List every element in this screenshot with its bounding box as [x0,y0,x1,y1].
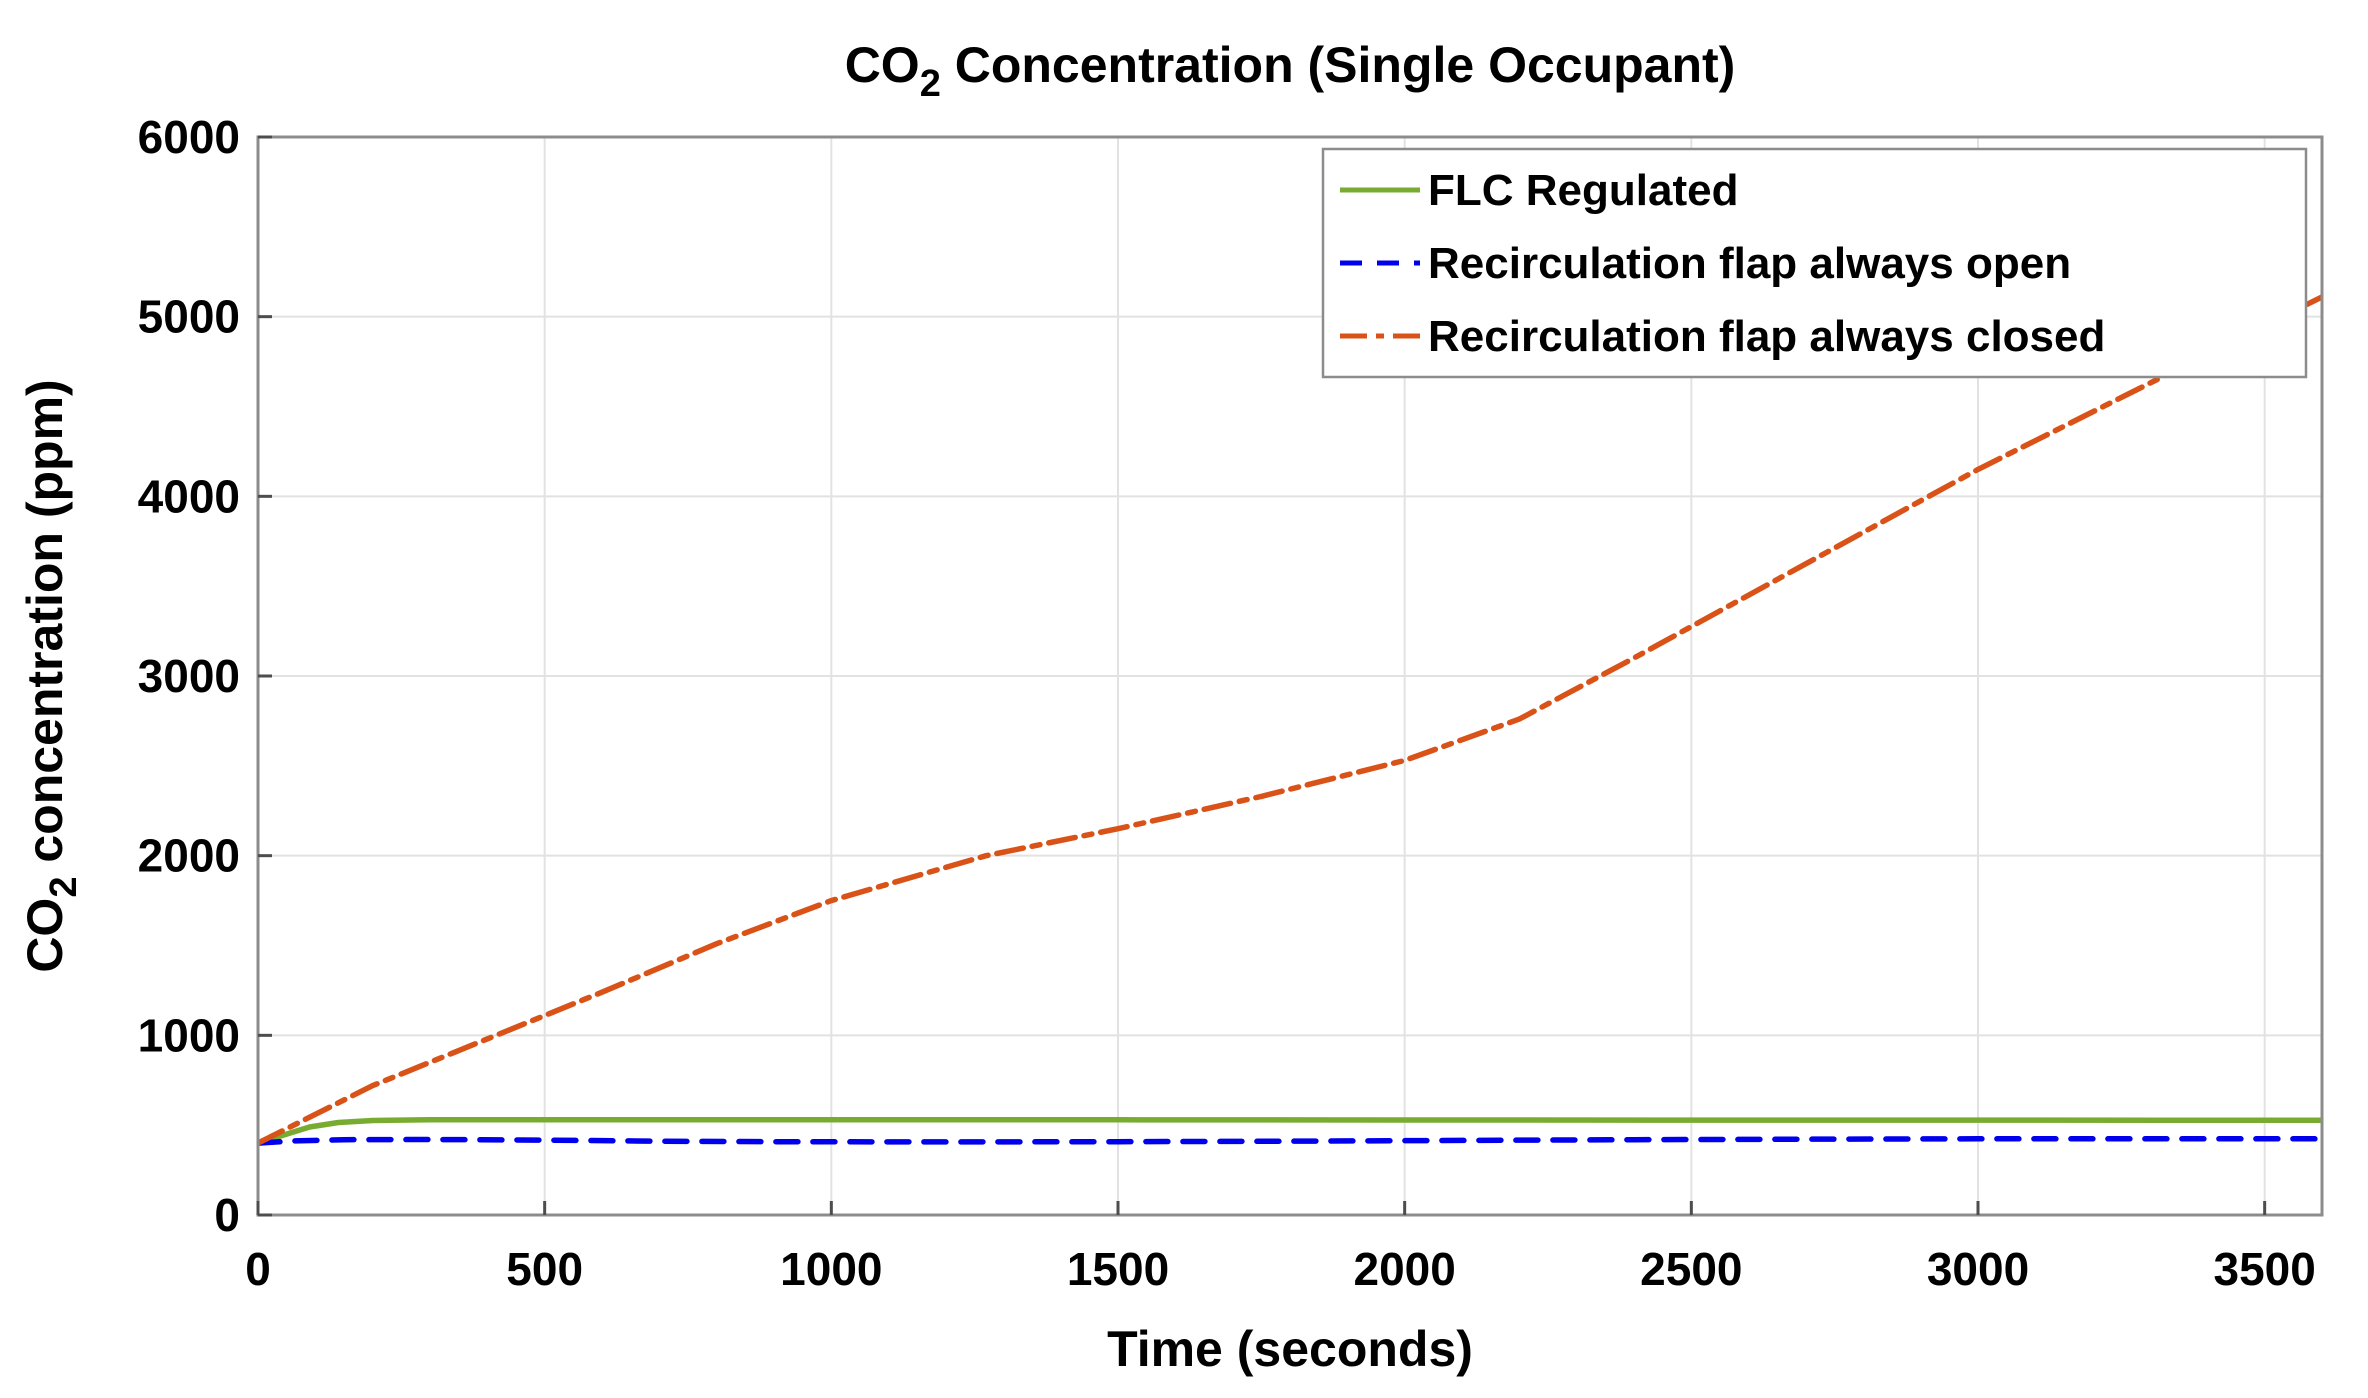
y-tick-label: 0 [214,1189,240,1241]
legend-entry-flc-regulated: FLC Regulated [1340,166,1738,215]
legend-label: Recirculation flap always closed [1428,312,2105,361]
grid-lines [258,137,2322,1215]
chart-title: CO2 Concentration (Single Occupant) [845,37,1736,105]
y-tick-label: 6000 [138,111,240,163]
y-tick-label: 2000 [138,830,240,882]
legend-box [1321,147,2308,379]
x-tick-label: 0 [245,1243,271,1295]
y-tick-label: 3000 [138,650,240,702]
x-axis-label: Time (seconds) [1107,1321,1473,1377]
legend-label: Recirculation flap always open [1428,239,2071,288]
legend-entry-flap-always-open: Recirculation flap always open [1340,239,2071,288]
legend: FLC Regulated Recirculation flap always … [1321,147,2308,379]
x-tick-label: 3000 [1927,1243,2029,1295]
y-tick-label: 5000 [138,291,240,343]
y-tick-label: 1000 [138,1009,240,1061]
series-line-dash-dot [258,294,2322,1146]
x-tick-label: 500 [506,1243,583,1295]
x-tick-label: 3500 [2213,1243,2315,1295]
tick-labels: 0 500 1000 1500 2000 2500 3000 3500 0 1000 2000 300… [138,111,2316,1295]
y-tick-label: 4000 [138,470,240,522]
x-tick-label: 2000 [1353,1243,1455,1295]
y-axis-label: CO2 concentration (ppm) [17,379,85,972]
tick-marks [256,135,2267,1217]
x-tick-label: 1500 [1067,1243,1169,1295]
x-tick-label: 1000 [780,1243,882,1295]
series-layer [258,294,2322,1146]
series-line-dashed [258,1136,2322,1146]
x-tick-label: 2500 [1640,1243,1742,1295]
legend-label: FLC Regulated [1428,166,1738,215]
legend-entry-flap-always-closed: Recirculation flap always closed [1340,312,2105,361]
series-line-solid [258,1117,2322,1146]
